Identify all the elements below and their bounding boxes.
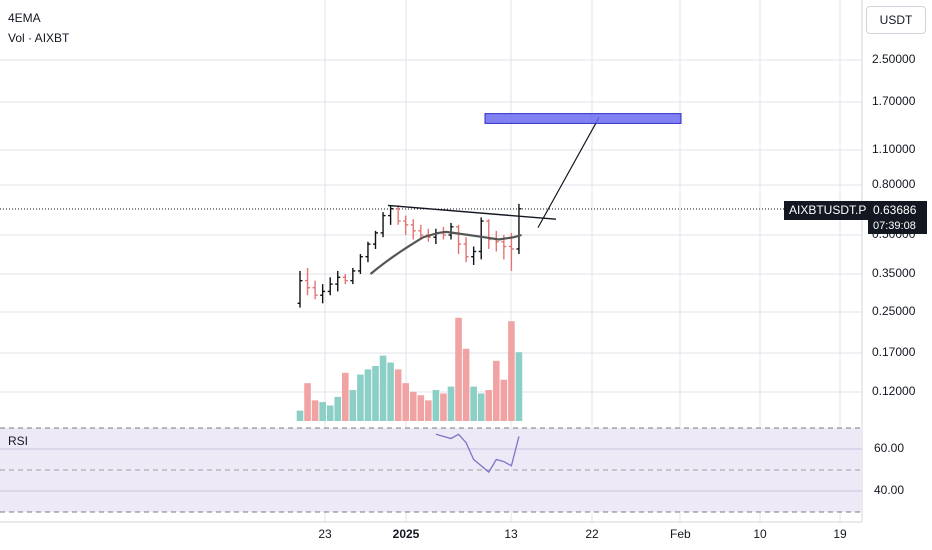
volume-bars [296,317,523,421]
ohlc-bar [433,228,439,245]
ohlc-bar [478,217,484,260]
volume-bar [342,372,349,421]
ohlc-bar [305,267,311,296]
ohlc-bar [410,219,416,240]
ohlc-bar [493,230,499,252]
volume-bar [455,317,462,421]
ohlc-bar [380,212,386,238]
unit-button[interactable]: USDT [866,6,926,34]
volume-bar [296,410,304,421]
time-tick-label: 2025 [392,527,420,541]
rsi-line [435,433,520,474]
ohlc-bar [508,232,514,271]
ohlc-bar [471,246,477,266]
time-tick-label: 22 [585,527,599,541]
ohlc-bar [395,205,401,225]
time-tick-label: 23 [318,527,332,541]
ohlc-bar [463,237,469,263]
volume-bar [470,386,477,421]
price-tick-label: 2.50000 [872,52,916,66]
grid-lines [0,0,863,523]
ohlc-bar [357,254,363,274]
ohlc-bar [388,205,394,225]
volume-bar [447,386,455,421]
price-tick-label: 0.35000 [872,266,916,280]
volume-bar [409,391,417,421]
volume-bar [304,383,311,421]
volume-bar [493,360,500,421]
volume-bar [485,390,493,421]
volume-bar [311,400,319,421]
time-tick-label: 13 [504,527,518,541]
resistance-trendline [387,204,557,220]
volume-bar [440,393,447,421]
volume-bar [515,352,523,421]
candles [297,203,522,308]
ohlc-bar [327,277,333,296]
volume-bar [477,393,485,421]
rsi-tick-label: 60.00 [874,441,905,455]
rsi-pane [0,427,862,513]
ohlc-bar [516,203,522,255]
ema-path [369,230,522,275]
ema-line [369,230,522,275]
ohlc-bar [373,230,378,249]
volume-bar [402,383,409,421]
rsi-tick-label: 40.00 [874,483,905,497]
volume-bar [326,405,334,421]
countdown-tag: 07:39:08 [868,219,927,234]
last-price-tag: 0.63686 [868,201,927,219]
volume-bar [334,396,342,421]
time-tick-label: Feb [670,527,691,541]
ohlc-bar [418,224,424,240]
price-tick-label: 1.10000 [872,142,916,156]
price-tick-label: 0.12000 [872,384,916,398]
price-tick-label: 1.70000 [872,94,916,108]
rsi-background [0,428,862,512]
volume-bar [364,369,372,421]
volume-bar [379,355,387,421]
ohlc-bar [486,219,492,249]
volume-bar [500,379,508,421]
target-zone-box [484,113,682,124]
ohlc-bar [456,224,462,255]
symbol-tag: AIXBTUSDT.P [784,201,871,220]
volume-bar [349,390,357,421]
ohlc-bar [335,270,341,292]
time-tick-label: 19 [833,527,847,541]
volume-bar [319,402,326,421]
volume-bar [372,365,379,421]
volume-legend: Vol · AIXBT [8,31,70,45]
rsi-label: RSI [8,434,29,448]
volume-bar [387,362,394,421]
volume-bar [417,395,425,421]
price-tick-label: 0.25000 [872,304,916,318]
ohlc-bar [365,241,371,263]
ohlc-bar [297,270,303,308]
volume-bar [394,369,402,421]
ema-legend: 4EMA [8,11,41,25]
ohlc-bar [320,284,326,304]
projection-line [537,117,600,228]
drawings [387,113,682,228]
ohlc-bar [448,222,454,240]
volume-bar [508,321,515,421]
time-tick-label: 10 [753,527,767,541]
volume-bar [425,400,432,421]
volume-bar [432,390,440,421]
volume-bar [357,374,364,421]
price-tick-label: 0.80000 [872,177,916,191]
ohlc-bar [312,280,318,300]
ohlc-bar [403,215,409,235]
price-tick-label: 0.17000 [872,345,916,359]
ohlc-bar [350,267,356,285]
ohlc-bar [342,274,348,285]
volume-bar [462,348,470,421]
